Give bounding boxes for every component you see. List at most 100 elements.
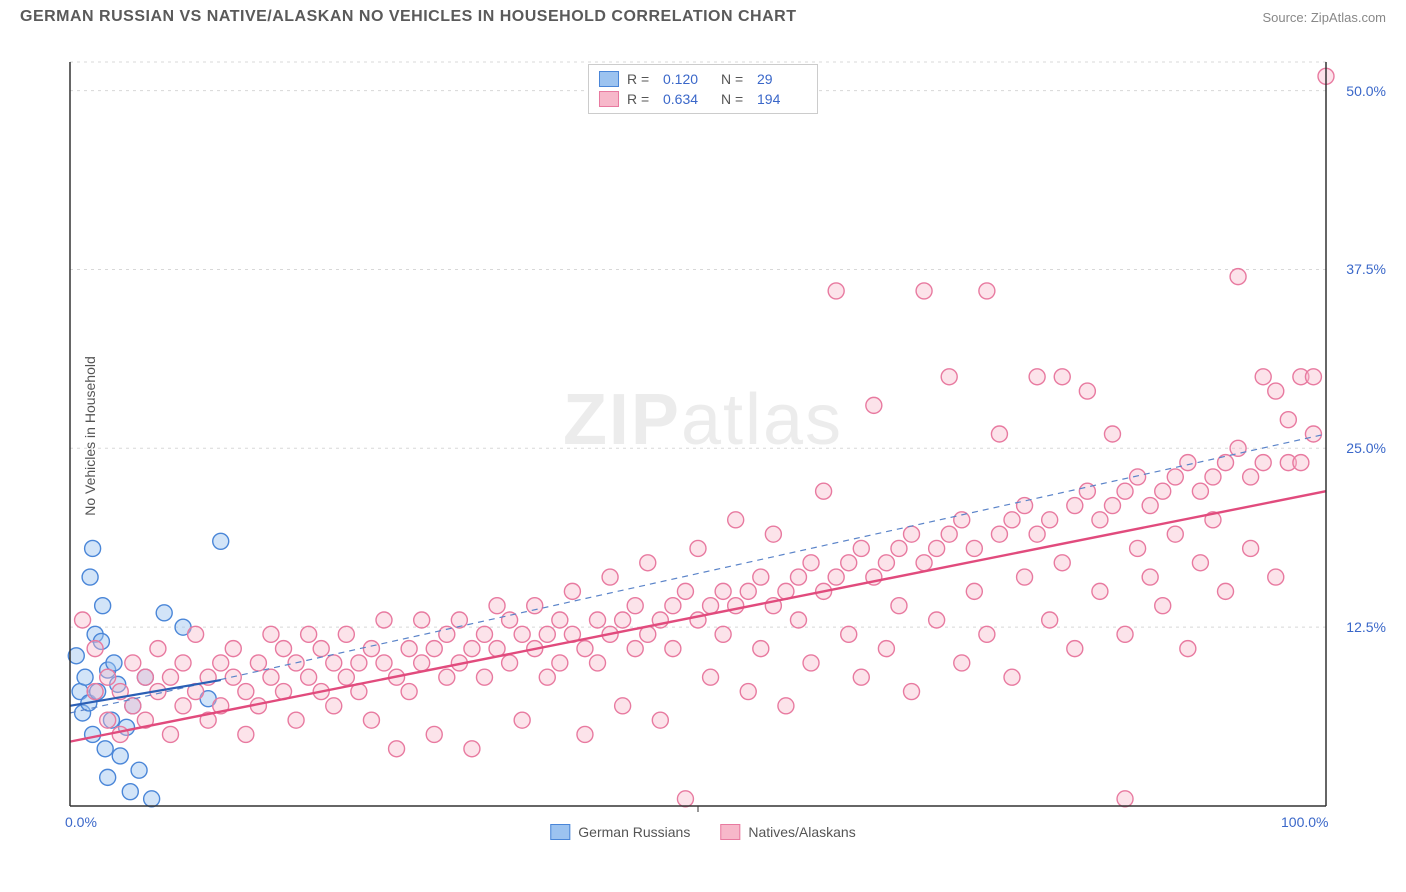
data-point bbox=[82, 569, 98, 585]
data-point bbox=[790, 569, 806, 585]
data-point bbox=[552, 612, 568, 628]
data-point bbox=[464, 741, 480, 757]
data-point bbox=[728, 512, 744, 528]
legend-swatch bbox=[550, 824, 570, 840]
correlation-legend: R =0.120N =29R =0.634N =194 bbox=[588, 64, 818, 114]
data-point bbox=[225, 641, 241, 657]
legend-swatch bbox=[599, 71, 619, 87]
data-point bbox=[1230, 269, 1246, 285]
data-point bbox=[878, 555, 894, 571]
legend-swatch bbox=[720, 824, 740, 840]
data-point bbox=[95, 598, 111, 614]
data-point bbox=[640, 555, 656, 571]
data-point bbox=[590, 612, 606, 628]
series-legend: German RussiansNatives/Alaskans bbox=[550, 824, 855, 840]
data-point bbox=[1042, 512, 1058, 528]
data-point bbox=[389, 741, 405, 757]
data-point bbox=[916, 283, 932, 299]
data-point bbox=[363, 712, 379, 728]
data-point bbox=[765, 526, 781, 542]
data-point bbox=[1142, 569, 1158, 585]
data-point bbox=[828, 283, 844, 299]
data-point bbox=[590, 655, 606, 671]
data-point bbox=[1268, 569, 1284, 585]
data-point bbox=[979, 626, 995, 642]
data-point bbox=[326, 698, 342, 714]
data-point bbox=[552, 655, 568, 671]
legend-row: R =0.634N =194 bbox=[599, 89, 807, 109]
data-point bbox=[954, 655, 970, 671]
data-point bbox=[97, 741, 113, 757]
data-point bbox=[87, 641, 103, 657]
data-point bbox=[891, 598, 907, 614]
data-point bbox=[904, 684, 920, 700]
data-point bbox=[652, 712, 668, 728]
data-point bbox=[150, 641, 166, 657]
data-point bbox=[464, 641, 480, 657]
data-point bbox=[1205, 469, 1221, 485]
data-point bbox=[1142, 498, 1158, 514]
data-point bbox=[828, 569, 844, 585]
data-point bbox=[313, 641, 329, 657]
data-point bbox=[87, 684, 103, 700]
data-point bbox=[929, 540, 945, 556]
x-tick-label: 0.0% bbox=[65, 814, 97, 830]
data-point bbox=[137, 669, 153, 685]
data-point bbox=[263, 626, 279, 642]
data-point bbox=[1280, 412, 1296, 428]
data-point bbox=[1230, 440, 1246, 456]
data-point bbox=[1305, 426, 1321, 442]
data-point bbox=[131, 762, 147, 778]
data-point bbox=[301, 626, 317, 642]
series-legend-item: German Russians bbox=[550, 824, 690, 840]
data-point bbox=[941, 369, 957, 385]
data-point bbox=[514, 712, 530, 728]
data-point bbox=[627, 641, 643, 657]
data-point bbox=[112, 726, 128, 742]
data-point bbox=[803, 555, 819, 571]
data-point bbox=[162, 669, 178, 685]
data-point bbox=[85, 726, 101, 742]
y-tick-label: 50.0% bbox=[1346, 83, 1386, 99]
data-point bbox=[122, 784, 138, 800]
data-point bbox=[363, 641, 379, 657]
data-point bbox=[100, 712, 116, 728]
data-point bbox=[106, 655, 122, 671]
data-point bbox=[866, 397, 882, 413]
data-point bbox=[175, 655, 191, 671]
data-point bbox=[941, 526, 957, 542]
data-point bbox=[966, 540, 982, 556]
data-point bbox=[615, 612, 631, 628]
data-point bbox=[1029, 369, 1045, 385]
data-point bbox=[1218, 583, 1234, 599]
data-point bbox=[351, 655, 367, 671]
data-point bbox=[1054, 369, 1070, 385]
data-point bbox=[1067, 498, 1083, 514]
data-point bbox=[276, 641, 292, 657]
data-point bbox=[703, 669, 719, 685]
data-point bbox=[803, 655, 819, 671]
data-point bbox=[853, 540, 869, 556]
data-point bbox=[1167, 526, 1183, 542]
data-point bbox=[125, 655, 141, 671]
data-point bbox=[1017, 569, 1033, 585]
data-point bbox=[288, 712, 304, 728]
data-point bbox=[715, 583, 731, 599]
data-point bbox=[1042, 612, 1058, 628]
data-point bbox=[627, 598, 643, 614]
data-point bbox=[954, 512, 970, 528]
data-point bbox=[966, 583, 982, 599]
data-point bbox=[1255, 369, 1271, 385]
data-point bbox=[414, 612, 430, 628]
legend-label: German Russians bbox=[578, 824, 690, 840]
legend-stat-value: 29 bbox=[757, 71, 807, 87]
data-point bbox=[1130, 469, 1146, 485]
data-point bbox=[728, 598, 744, 614]
data-point bbox=[502, 655, 518, 671]
legend-stat-label: N = bbox=[721, 91, 749, 107]
data-point bbox=[539, 669, 555, 685]
data-point bbox=[1067, 641, 1083, 657]
y-tick-label: 37.5% bbox=[1346, 261, 1386, 277]
data-point bbox=[414, 655, 430, 671]
data-point bbox=[1092, 512, 1108, 528]
